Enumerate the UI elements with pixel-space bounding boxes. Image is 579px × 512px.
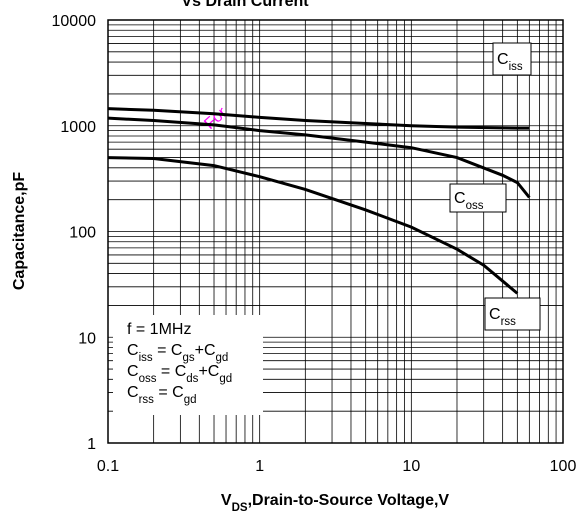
note-line: Ciss = Cgs+Cgd — [127, 342, 228, 364]
y-axis-label: Capacitance,pF — [11, 172, 28, 290]
note-line: Coss = Cds+Cgd — [127, 363, 232, 385]
chart-title: Vs Drain Current — [181, 0, 309, 10]
subscript: iss — [509, 61, 523, 73]
subscript: rss — [139, 394, 155, 406]
text-run: f = 1MHz — [127, 321, 191, 338]
x-axis-label: VDS,Drain-to-Source Voltage,V — [221, 492, 450, 512]
subscript: DS — [232, 502, 248, 512]
legend-box — [449, 183, 507, 213]
plot-frame — [107, 19, 564, 444]
text-run: C — [454, 190, 466, 207]
y-tick-label: 1 — [87, 436, 96, 453]
watermark: For — [201, 104, 231, 133]
text-run: +C — [198, 363, 219, 380]
legend-box — [484, 297, 541, 331]
subscript: oss — [139, 373, 157, 385]
x-tick-label: 100 — [550, 458, 577, 475]
text-run: C — [497, 51, 509, 68]
note-box — [113, 315, 263, 415]
subscript: oss — [466, 200, 484, 212]
text-run: = C — [153, 342, 183, 359]
subscript: ds — [186, 373, 198, 385]
text-run: +C — [195, 342, 216, 359]
text-run: = C — [154, 384, 184, 401]
text-run: C — [127, 342, 139, 359]
text-run: V — [221, 492, 232, 509]
subscript: gd — [219, 373, 232, 385]
x-tick-label: 1 — [255, 458, 264, 475]
text-run: C — [489, 306, 501, 323]
subscript: gs — [182, 352, 194, 364]
note-line: Crss = Cgd — [127, 384, 197, 406]
legend-label: Crss — [489, 306, 516, 328]
legend-label: Coss — [454, 190, 484, 212]
legend-label: Ciss — [497, 51, 523, 73]
text-run: C — [127, 363, 139, 380]
subscript: rss — [501, 316, 517, 328]
text-run: ,Drain-to-Source Voltage,V — [248, 492, 450, 509]
y-tick-label: 1000 — [60, 119, 96, 136]
series-line — [107, 116, 531, 199]
subscript: gd — [216, 352, 229, 364]
subscript: gd — [184, 394, 197, 406]
y-tick-label: 100 — [69, 225, 96, 242]
legend-box — [492, 42, 532, 76]
subscript: iss — [139, 352, 153, 364]
y-tick-label: 10 — [78, 330, 96, 347]
y-tick-label: 10000 — [52, 13, 97, 30]
text-run: = C — [156, 363, 186, 380]
note-line: f = 1MHz — [127, 321, 191, 338]
series-line — [107, 107, 530, 130]
x-tick-label: 0.1 — [97, 458, 119, 475]
series-line — [107, 156, 519, 295]
text-run: C — [127, 384, 139, 401]
x-tick-label: 10 — [402, 458, 420, 475]
